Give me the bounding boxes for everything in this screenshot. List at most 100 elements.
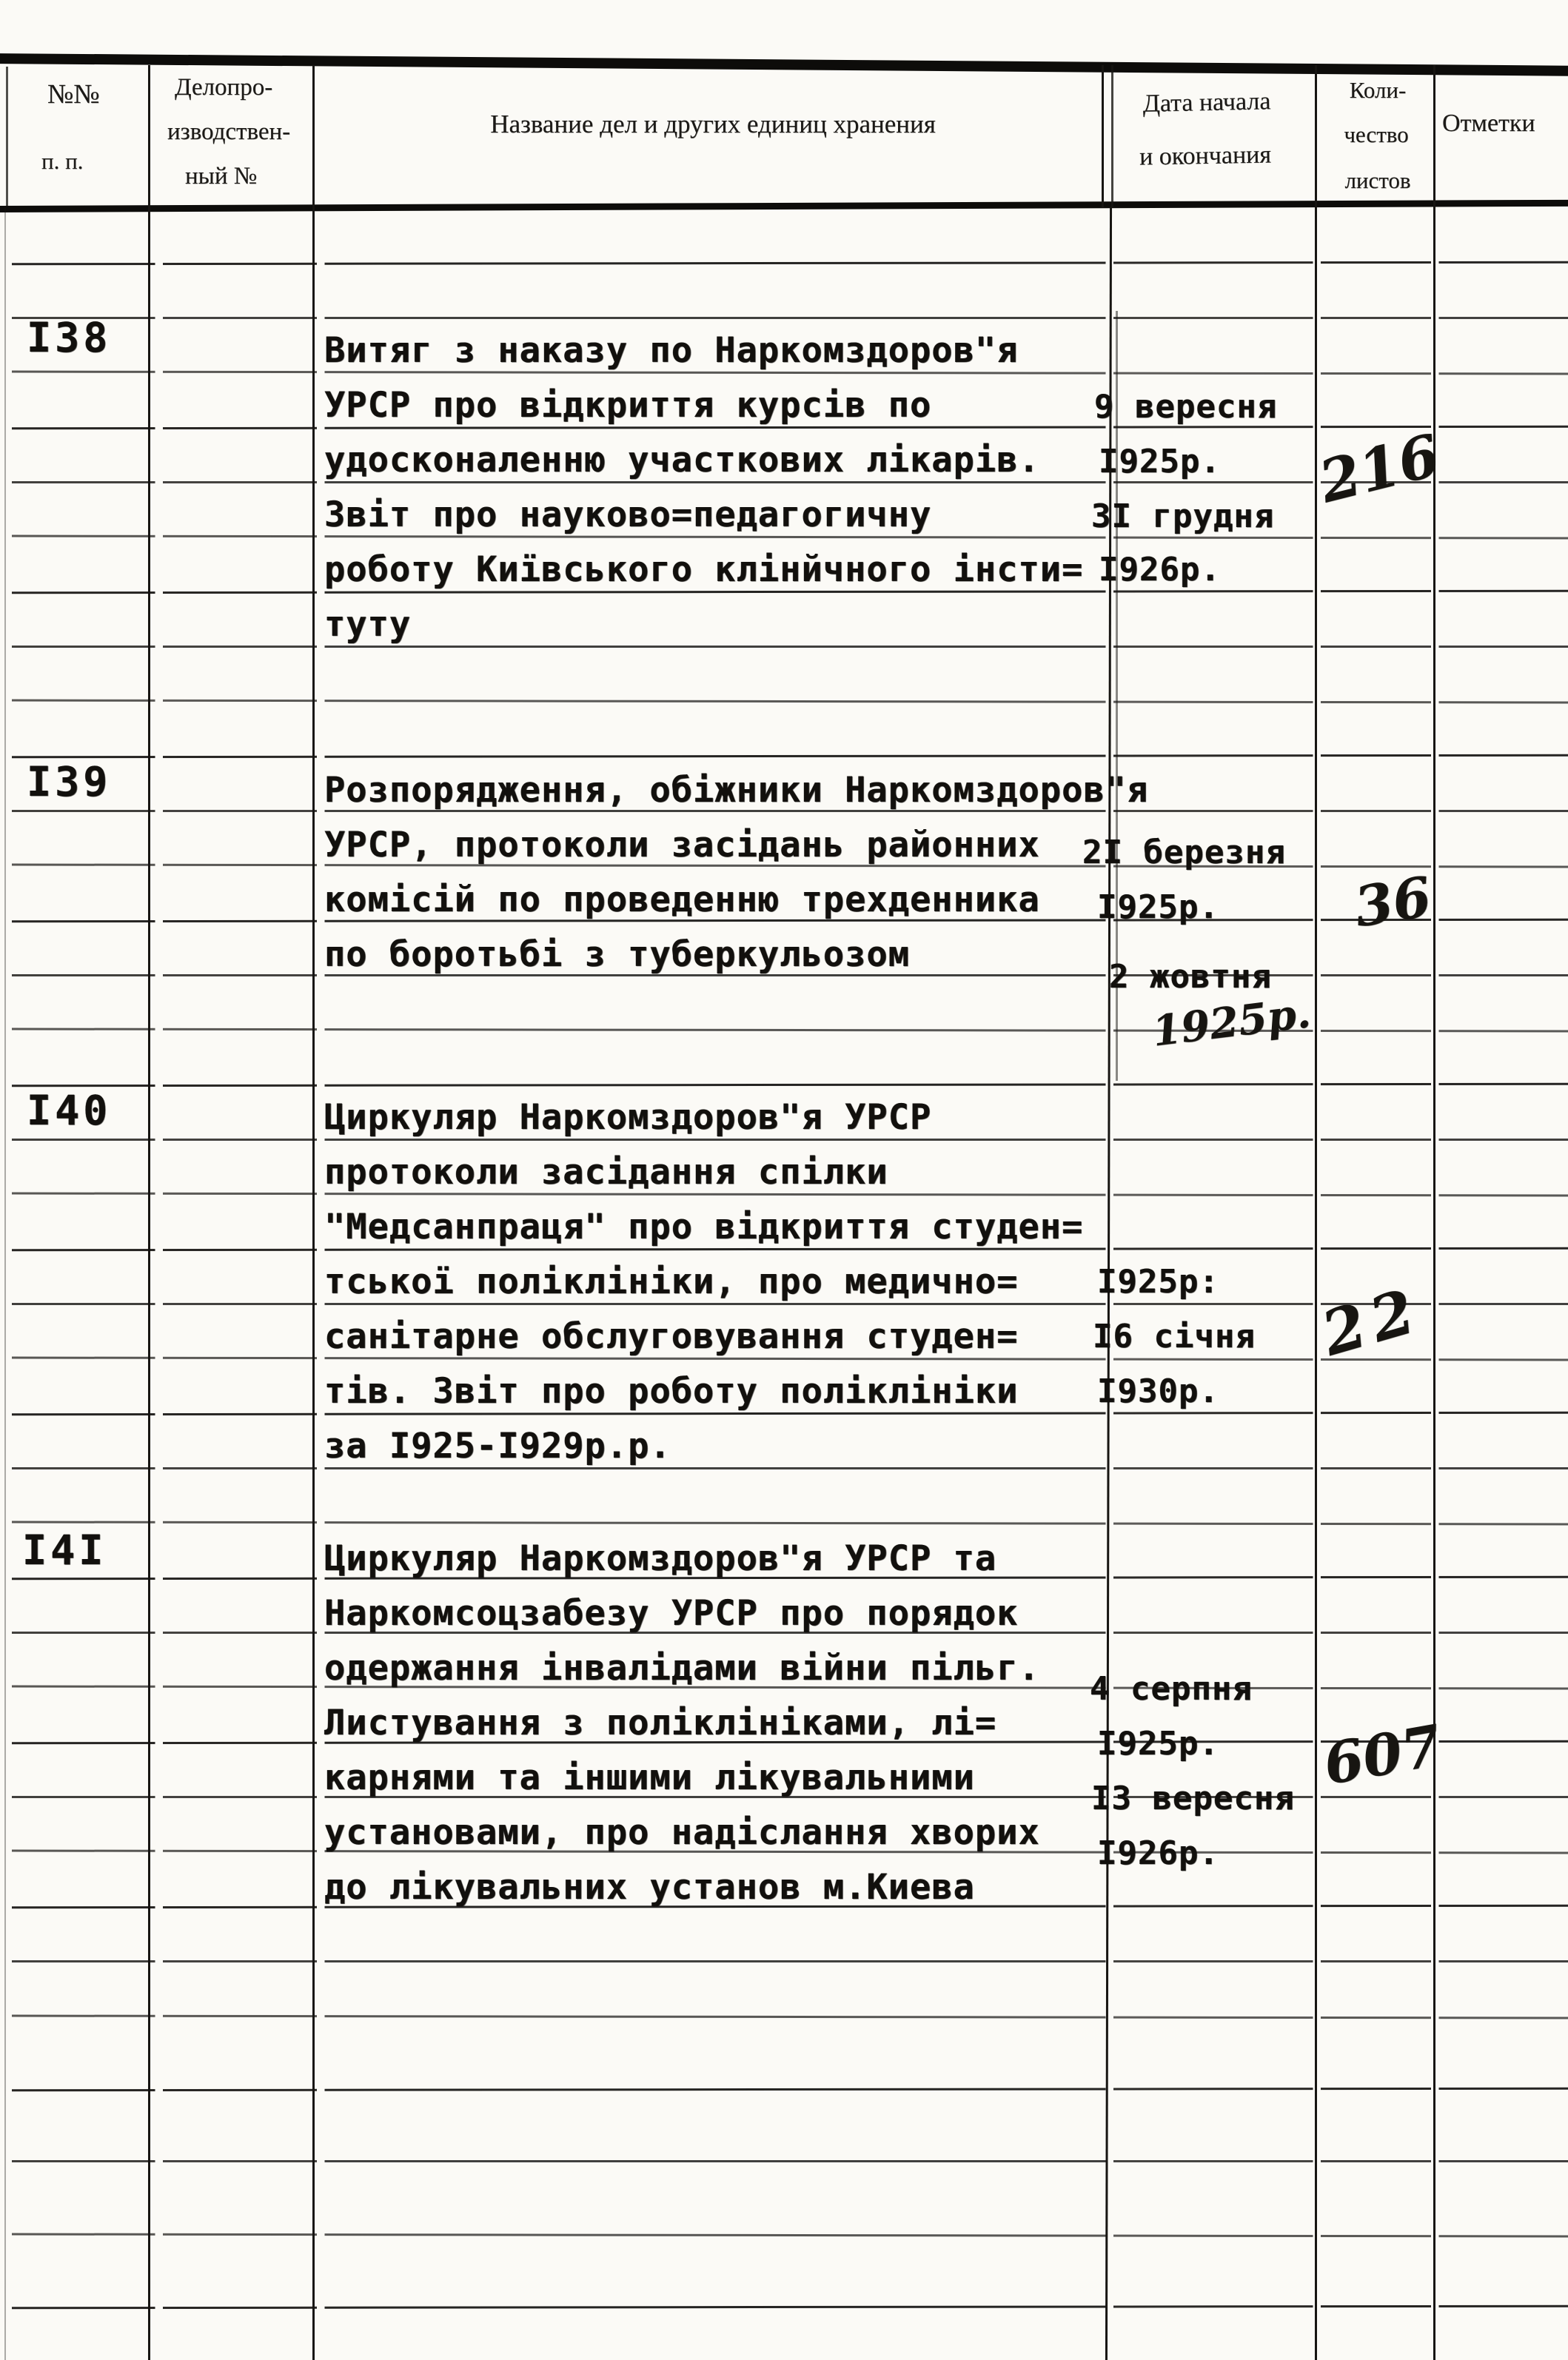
entry-number: І39	[27, 758, 112, 805]
rule-line	[12, 1632, 1568, 1634]
entry-date: 9 вересня	[1094, 388, 1278, 426]
body-left-border	[4, 207, 6, 2360]
entry-date: І930р.	[1097, 1372, 1219, 1410]
entry-line: Розпорядження, обіжники Наркомздоров"я	[324, 770, 1149, 811]
entry-date: І926р.	[1097, 1834, 1219, 1872]
entry-line: УРСР, протоколи засідань районних	[324, 825, 1040, 865]
entry-line: Наркомсоцзабезу УРСР про порядок	[324, 1593, 1019, 1634]
entry-line: УРСР про відкриття курсів по	[324, 385, 932, 426]
header-col-sheets-line2: чество	[1344, 121, 1409, 147]
rule-line	[11, 1411, 1568, 1416]
entry-line: роботу Київського клінйчного інсти=	[324, 549, 1084, 590]
entry-line: комісій по проведенню трехденника	[324, 879, 1040, 920]
rule-line	[12, 2160, 1568, 2162]
sheet-count-handwritten: 36	[1350, 865, 1436, 940]
body-divider-4	[1315, 207, 1317, 2360]
entry-date: І925р.	[1097, 1725, 1219, 1763]
sheet-count-handwritten: 607	[1319, 1712, 1447, 1798]
entry-date: ЗІ грудня	[1091, 497, 1275, 535]
entry-line: Звіт про науково=педагогичну	[324, 495, 932, 535]
rule-line	[11, 534, 1568, 540]
entry-line: удосконаленню участкових лікарів.	[324, 440, 1040, 480]
rule-line	[11, 1247, 1568, 1252]
entry-date-handwritten: 1925р.	[1149, 988, 1313, 1056]
rule-line	[12, 1796, 1568, 1798]
rule-line	[11, 1028, 1568, 1033]
rule-line	[11, 2304, 1568, 2310]
header-col-record-line3: ный №	[185, 163, 258, 190]
header-divider-3b	[1111, 65, 1113, 207]
entry-date: 2 жовтня	[1109, 958, 1272, 996]
rule-line	[12, 481, 1568, 483]
entry-date: І6 січня	[1093, 1318, 1256, 1355]
rule-line	[11, 261, 1568, 266]
entry-number: І40	[27, 1087, 112, 1134]
rule-line	[12, 646, 1568, 648]
rule-line	[12, 1139, 1568, 1141]
rule-line	[11, 2014, 1568, 2019]
header-col-dates-line2: и окончания	[1139, 141, 1272, 171]
entry-line: тської поліклініки, про медично=	[324, 1261, 1019, 1302]
rule-line	[11, 2233, 1568, 2238]
entry-date: ІЗ вересня	[1091, 1780, 1295, 1817]
header-bottom-line	[0, 199, 1568, 212]
header-col-dates-line1: Дата начала	[1142, 87, 1271, 118]
header-divider-4	[1315, 65, 1317, 207]
rule-line	[11, 1192, 1568, 1197]
entry-line: туту	[324, 604, 412, 645]
entry-date: І925р.	[1099, 443, 1221, 480]
rule-line	[12, 810, 1568, 812]
header-col-sheets-line3: листов	[1344, 167, 1411, 193]
entry-line: установами, про надіслання хворих	[324, 1812, 1040, 1853]
rule-line	[11, 1082, 1568, 1087]
rule-line	[11, 1521, 1568, 1526]
entry-line: Витяг з наказу по Наркомздоров"я	[324, 330, 1019, 371]
rule-line	[11, 2087, 1568, 2092]
entry-date: І925р:	[1097, 1263, 1219, 1301]
header-divider-5	[1433, 65, 1435, 207]
entry-date: 4 серпня	[1090, 1670, 1253, 1708]
header-col-record-line1: Делопро-	[175, 74, 273, 101]
entry-line: Циркуляр Наркомздоров"я УРСР	[324, 1097, 932, 1138]
entry-line: Листування з поліклініками, лі=	[324, 1703, 997, 1743]
rule-line	[12, 974, 1568, 976]
entry-line: карнями та іншими лікувальними	[324, 1757, 975, 1798]
body-divider-3-double	[1116, 311, 1118, 1081]
entry-line: протоколи засідання спілки	[324, 1152, 888, 1193]
rule-line	[11, 370, 1568, 375]
rule-line	[11, 425, 1568, 430]
top-border-line	[0, 53, 1568, 76]
rule-line	[12, 317, 1568, 319]
body-divider-1	[148, 207, 150, 2360]
entry-number: І4І	[22, 1526, 107, 1574]
rule-line	[11, 699, 1568, 704]
entry-date: І926р.	[1099, 551, 1221, 589]
entry-date: І925р.	[1097, 888, 1219, 926]
entry-line: до лікувальних установ м.Киева	[324, 1867, 975, 1908]
header-col-record-line2: изводствен-	[167, 118, 291, 145]
rule-line	[12, 1467, 1568, 1469]
entry-line: "Медсанпраця" про відкриття студен=	[324, 1207, 1084, 1247]
body-divider-5	[1433, 207, 1435, 2360]
entry-line: тів. Звіт про роботу поліклініки	[324, 1371, 1019, 1412]
header-col-notes: Отметки	[1442, 110, 1535, 137]
rule-line	[12, 1303, 1568, 1305]
rule-line	[11, 754, 1568, 759]
header-divider-2	[312, 65, 315, 207]
rule-line	[11, 589, 1568, 594]
header-left-border	[6, 67, 8, 206]
header-col-sheets-line1: Коли-	[1349, 77, 1407, 103]
rule-line	[12, 1960, 1568, 1962]
entry-line: по боротьбі з туберкульозом	[324, 934, 911, 975]
sheet-count-handwritten: 216	[1313, 421, 1447, 517]
entry-line: одержання інвалідами війни пільг.	[324, 1648, 1040, 1689]
header-divider-3a	[1102, 65, 1104, 207]
header-divider-1	[148, 65, 150, 207]
body-divider-2	[312, 207, 315, 2360]
entry-number: І38	[27, 314, 112, 361]
header-col-no-line1: №№	[47, 79, 100, 110]
entry-line: Циркуляр Наркомздоров"я УРСР та	[324, 1538, 997, 1579]
entry-line: за І925-І929р.р.	[324, 1426, 671, 1466]
header-col-no-line2: п. п.	[41, 148, 84, 174]
sheet-count-handwritten: 22	[1314, 1274, 1430, 1370]
